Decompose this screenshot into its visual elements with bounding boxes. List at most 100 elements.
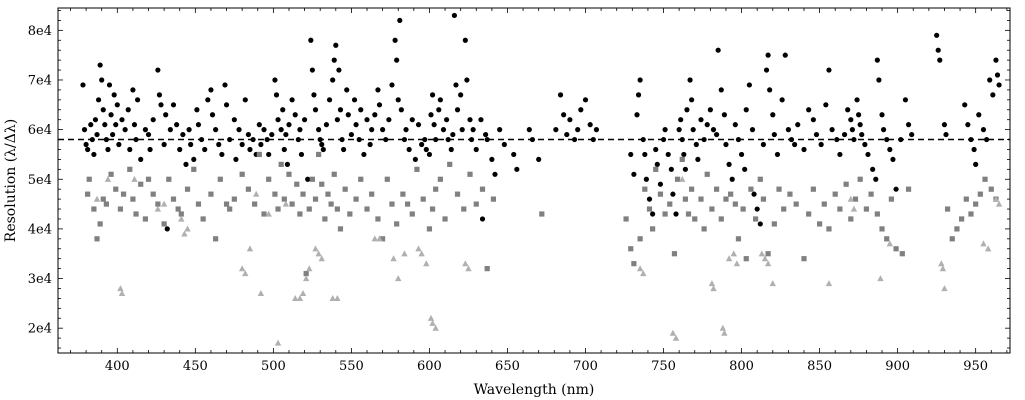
data-point-square (718, 216, 724, 222)
data-point-square (968, 211, 974, 217)
x-tick-label: 700 (573, 359, 598, 374)
data-point-square (709, 206, 715, 212)
data-point-triangle (395, 275, 402, 282)
data-point-triangle (292, 294, 299, 301)
data-point-circle (444, 117, 450, 123)
data-point-triangle (669, 329, 677, 336)
data-point-triangle (282, 200, 290, 207)
data-point-circle (668, 166, 674, 172)
data-point-circle (333, 42, 339, 48)
x-tick-label: 900 (885, 359, 910, 374)
data-point-circle (743, 107, 749, 113)
y-tick-label: 2e4 (28, 322, 52, 337)
data-point-square (757, 176, 763, 182)
data-point-circle (281, 146, 287, 153)
data-point-circle (376, 102, 383, 108)
data-point-circle (689, 97, 695, 103)
data-point-circle (275, 117, 281, 123)
data-point-circle (943, 131, 949, 138)
data-point-circle (358, 107, 364, 113)
data-point-circle (398, 107, 404, 113)
x-axis-label: Wavelength (nm) (474, 382, 595, 398)
x-tick-label: 400 (105, 359, 130, 374)
data-point-circle (865, 151, 871, 158)
data-point-circle (403, 127, 409, 133)
data-point-circle (155, 67, 161, 73)
data-point-square (300, 191, 306, 197)
data-point-square (433, 186, 439, 192)
data-point-square (893, 246, 899, 252)
data-point-triangle (721, 329, 728, 336)
data-point-square (977, 191, 983, 197)
data-point-circle (501, 141, 507, 148)
data-point-triangle (672, 334, 680, 341)
data-point-circle (395, 97, 401, 103)
data-point-square (103, 201, 109, 207)
x-tick-label: 650 (495, 359, 520, 374)
data-point-circle (983, 136, 990, 143)
data-point-square (888, 196, 894, 202)
data-point-square (331, 171, 337, 177)
data-point-circle (108, 112, 114, 118)
data-point-circle (142, 127, 148, 133)
data-point-triangle (181, 230, 188, 237)
data-point-square (879, 226, 885, 232)
data-point-square (832, 191, 838, 197)
data-point-circle (673, 211, 679, 217)
data-point-square (256, 151, 262, 158)
data-point-circle (698, 117, 704, 123)
data-point-square (195, 201, 202, 207)
data-point-square (728, 191, 734, 197)
data-point-square (653, 166, 659, 172)
data-point-circle (147, 146, 153, 153)
data-point-circle (83, 141, 89, 148)
data-point-circle (905, 122, 912, 128)
data-point-square (817, 221, 823, 227)
data-point-triangle (160, 200, 168, 207)
data-point-circle (687, 77, 693, 83)
data-point-circle (578, 107, 584, 113)
data-point-circle (188, 141, 194, 148)
data-point-circle (195, 122, 202, 128)
data-point-circle (684, 107, 690, 113)
data-point-circle (676, 127, 682, 133)
data-point-circle (134, 97, 141, 103)
data-point-circle (256, 122, 262, 128)
data-point-circle (127, 146, 133, 153)
data-point-square (278, 161, 284, 167)
data-point-square (848, 216, 854, 222)
data-point-circle (681, 151, 687, 158)
data-point-circle (297, 127, 303, 133)
data-point-square (628, 246, 634, 252)
data-point-square (120, 191, 127, 197)
data-point-circle (95, 97, 102, 103)
x-tick-label: 550 (339, 359, 364, 374)
data-point-square (442, 216, 448, 222)
data-point-circle (392, 37, 398, 43)
data-point-circle (771, 131, 777, 138)
data-point-circle (837, 151, 843, 158)
data-point-square (155, 201, 161, 207)
data-point-square (771, 221, 777, 227)
data-point-square (325, 191, 331, 197)
data-point-circle (810, 117, 816, 123)
data-point-circle (298, 151, 305, 158)
data-point-circle (113, 122, 119, 128)
data-point-circle (213, 127, 219, 133)
data-point-circle (478, 117, 484, 123)
data-point-circle (242, 97, 248, 103)
data-point-square (414, 166, 420, 172)
data-point-circle (247, 146, 253, 153)
data-point-circle (186, 127, 192, 133)
data-point-square (723, 196, 729, 202)
data-point-triangle (761, 255, 769, 262)
data-point-triangle (710, 285, 717, 292)
data-point-circle (536, 156, 542, 163)
data-point-square (899, 251, 905, 257)
data-point-circle (757, 221, 763, 227)
data-point-circle (429, 92, 436, 98)
data-point-square (275, 206, 281, 212)
data-point-circle (397, 17, 403, 24)
data-point-square (646, 206, 653, 212)
